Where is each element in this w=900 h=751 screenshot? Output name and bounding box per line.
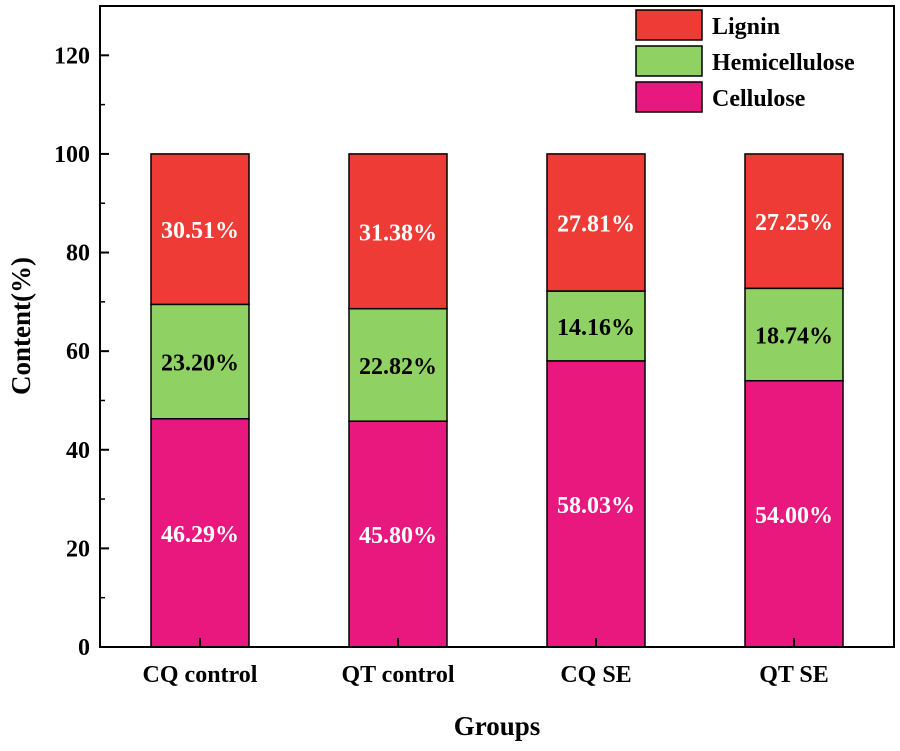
x-tick-label: CQ SE <box>560 662 631 688</box>
x-axis: CQ control QT control CQ SE QT SE <box>143 638 829 688</box>
data-label-cellulose-qt-control: 45.80% <box>359 523 437 549</box>
y-axis: 0 20 40 60 80 100 120 <box>54 43 109 661</box>
data-label-hemicellulose-qt-control: 22.82% <box>359 354 437 380</box>
x-axis-title: Groups <box>454 711 541 741</box>
y-tick-label: 0 <box>78 635 90 661</box>
bars-layer <box>150 153 844 648</box>
bar-segment-hemicellulose-cq-se <box>546 290 646 362</box>
y-tick-label: 60 <box>66 339 90 365</box>
data-label-cellulose-cq-se: 58.03% <box>557 493 635 519</box>
legend-label-hemicellulose: Hemicellulose <box>712 50 855 76</box>
legend-swatch-hemicellulose <box>635 45 703 77</box>
bar-segment-lignin-cq-se <box>546 153 646 292</box>
bar-segment-hemicellulose-qt-control <box>348 307 448 422</box>
bar-segment-cellulose-qt-se <box>744 379 844 648</box>
data-label-hemicellulose-cq-control: 23.20% <box>161 351 239 377</box>
data-label-lignin-qt-control: 31.38% <box>359 220 437 246</box>
bar-segment-cellulose-cq-control <box>150 418 250 648</box>
bar-labels-layer: 46.29% 23.20% 30.51% 45.80% 22.82% 31.38% 58.0… <box>161 210 833 549</box>
legend-label-lignin: Lignin <box>712 14 780 40</box>
data-label-cellulose-cq-control: 46.29% <box>161 522 239 548</box>
data-label-cellulose-qt-se: 54.00% <box>755 503 833 529</box>
y-tick-label: 100 <box>54 142 90 168</box>
y-tick-label: 40 <box>66 438 90 464</box>
legend-swatch-cellulose <box>635 81 703 113</box>
data-label-lignin-cq-se: 27.81% <box>557 211 635 237</box>
x-tick-label: QT SE <box>759 662 829 688</box>
bar-segment-hemicellulose-cq-control <box>150 303 250 420</box>
data-label-hemicellulose-cq-se: 14.16% <box>557 315 635 341</box>
data-label-hemicellulose-qt-se: 18.74% <box>755 324 833 350</box>
data-label-lignin-qt-se: 27.25% <box>755 210 833 236</box>
bar-segment-lignin-qt-control <box>348 153 448 310</box>
legend: Lignin Hemicellulose Cellulose <box>635 9 855 113</box>
x-tick-label: QT control <box>341 662 454 688</box>
bar-segment-lignin-cq-control <box>150 153 250 306</box>
x-tick-label: CQ control <box>143 662 258 688</box>
y-tick-label: 120 <box>54 43 90 69</box>
legend-label-cellulose: Cellulose <box>712 86 806 112</box>
plot-area-frame <box>99 5 895 648</box>
y-tick-label: 20 <box>66 536 90 562</box>
bar-segment-lignin-qt-se <box>744 153 844 290</box>
legend-swatch-lignin <box>635 9 703 41</box>
bar-segment-hemicellulose-qt-se <box>744 287 844 382</box>
y-axis-title: Content(%) <box>6 257 36 395</box>
data-label-lignin-cq-control: 30.51% <box>161 218 239 244</box>
bar-segment-cellulose-qt-control <box>348 420 448 648</box>
y-tick-label: 80 <box>66 241 90 267</box>
